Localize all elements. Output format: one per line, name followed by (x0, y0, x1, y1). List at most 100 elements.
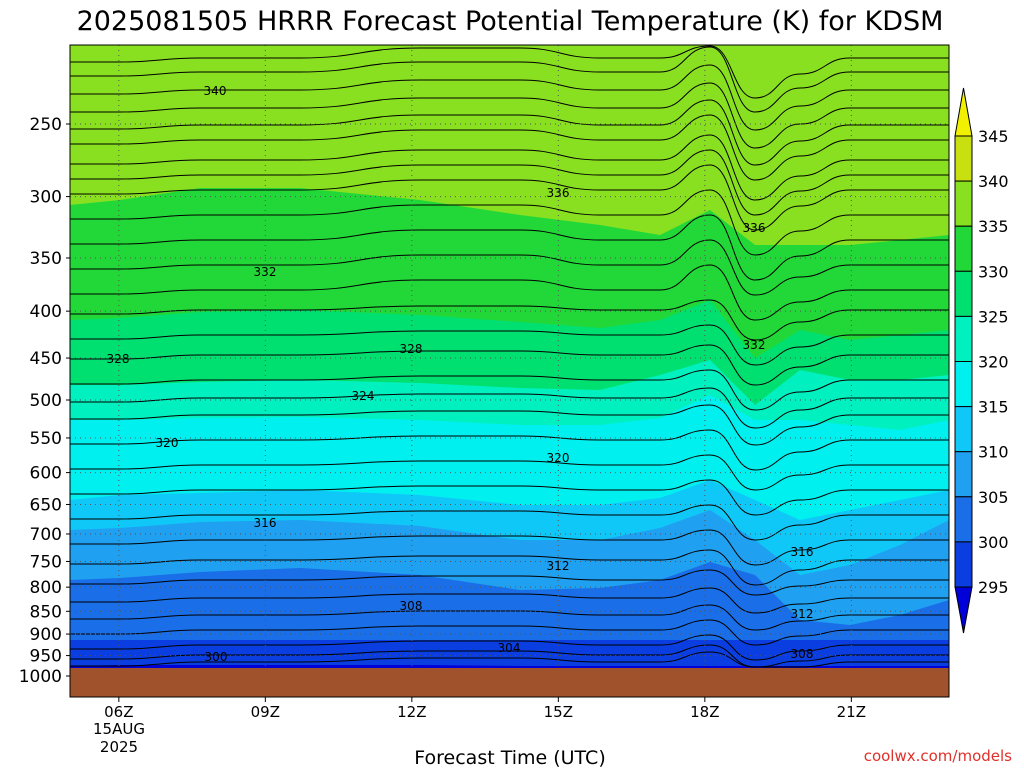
y-tick-label: 250 (30, 115, 62, 135)
colorbar-segment (954, 496, 973, 543)
colorbar-segment (954, 451, 973, 498)
contour-label: 304 (498, 641, 521, 655)
contour-label: 312 (547, 559, 570, 573)
colorbar-label: 340 (978, 172, 1009, 191)
x-tick-label: 12Z (397, 703, 426, 721)
contour-line (70, 644, 949, 668)
contour-label: 308 (791, 647, 814, 661)
plot-area: 340 336 336 332 332 328 328 324 320 320 316 316 312 3… (70, 45, 949, 697)
colorbar-segment (954, 361, 973, 408)
colorbar-segment (954, 270, 973, 317)
y-tick-label: 900 (30, 625, 62, 645)
x-date-line2: 2025 (100, 738, 138, 756)
contour-line (70, 604, 949, 631)
contour-line (70, 239, 949, 296)
contour-label: 328 (107, 352, 130, 366)
contour-label: 316 (254, 516, 277, 530)
colorbar-label: 320 (978, 353, 1009, 372)
contour-label: 308 (400, 599, 423, 613)
y-tick-label: 950 (30, 647, 62, 667)
contour-line (70, 587, 949, 614)
contour-line (70, 549, 949, 586)
contour-line (70, 99, 949, 166)
colorbar-segment (954, 225, 973, 272)
contour-line (70, 404, 949, 446)
colorbar-segment (954, 406, 973, 453)
contour-line (70, 299, 949, 341)
contour-label: 300 (205, 650, 228, 664)
colorbar-label: 330 (978, 262, 1009, 281)
colorbar-label: 300 (978, 533, 1009, 552)
y-tick-label: 550 (30, 429, 62, 449)
contour-label: 316 (791, 545, 814, 559)
colorbar-label: 315 (978, 398, 1009, 417)
contour-line (70, 369, 949, 411)
contour-label: 332 (254, 265, 277, 279)
colorbar-segment (954, 180, 973, 227)
contour-line (70, 214, 949, 281)
colorbar-label: 335 (978, 217, 1009, 236)
contour-line (70, 149, 949, 216)
y-tick-label: 300 (30, 188, 62, 208)
y-tick-label: 450 (30, 349, 62, 369)
contour-line (70, 454, 949, 491)
colorbar-label: 305 (978, 488, 1009, 507)
x-tick-label: 15Z (544, 703, 573, 721)
x-tick-label: 09Z (251, 703, 280, 721)
contour-label: 320 (547, 451, 570, 465)
y-axis: 250 300 350 400 450 500 550 600 650 700 750 800 850 9… (19, 115, 70, 687)
x-tick-label: 06Z (104, 703, 133, 721)
chart-title: 2025081505 HRRR Forecast Potential Tempe… (77, 6, 944, 37)
contour-label: 340 (204, 84, 227, 98)
y-tick-label: 850 (30, 602, 62, 622)
y-tick-label: 750 (30, 552, 62, 572)
contour-line (70, 189, 949, 256)
colorbar-label: 345 (978, 127, 1009, 146)
contour-line (70, 134, 949, 201)
contour-label: 320 (156, 436, 179, 450)
y-tick-label: 700 (30, 525, 62, 545)
contour-line (70, 114, 949, 181)
contour-line (70, 387, 949, 429)
colorbar-segment (954, 135, 973, 182)
contour-line (70, 64, 949, 131)
contour-line (70, 324, 949, 366)
contour-line (70, 264, 949, 321)
colorbar-label: 325 (978, 307, 1009, 326)
contour-line (70, 529, 949, 566)
contour-line (70, 46, 949, 113)
contour-label: 312 (791, 607, 814, 621)
contour-label: 332 (743, 338, 766, 352)
fill-band-340-mid (70, 45, 949, 200)
contour-line (70, 45, 949, 99)
plot-frame (69, 44, 950, 698)
colorbar-over-triangle (954, 87, 973, 137)
colorbar: 345 340 335 330 325 320 315 310 305 300 295 (954, 87, 1009, 634)
contour-line (70, 651, 949, 668)
colorbar-segment (954, 315, 973, 362)
contour-label: 336 (547, 186, 570, 200)
colorbar-label: 310 (978, 443, 1009, 462)
y-tick-label: 500 (30, 391, 62, 411)
ground-band (70, 668, 949, 697)
contour-line (70, 344, 949, 386)
contour-line (70, 479, 949, 516)
contour-line (70, 429, 949, 471)
contour-line (70, 569, 949, 596)
contour-line (70, 504, 949, 541)
y-tick-label: 350 (30, 249, 62, 269)
contour-label: 328 (400, 342, 423, 356)
contour-line (70, 82, 949, 149)
x-tick-label: 18Z (690, 703, 719, 721)
y-tick-label: 400 (30, 302, 62, 322)
y-tick-label: 1000 (19, 667, 62, 687)
y-tick-label: 650 (30, 495, 62, 515)
colorbar-under-triangle (954, 586, 973, 634)
colorbar-label: 295 (978, 578, 1009, 597)
credit-text: coolwx.com/models (864, 747, 1012, 765)
contour-line (70, 619, 949, 646)
x-axis: 06Z 09Z 12Z 15Z 18Z 21Z (104, 697, 866, 721)
contour-line (70, 164, 949, 231)
y-tick-label: 800 (30, 578, 62, 598)
